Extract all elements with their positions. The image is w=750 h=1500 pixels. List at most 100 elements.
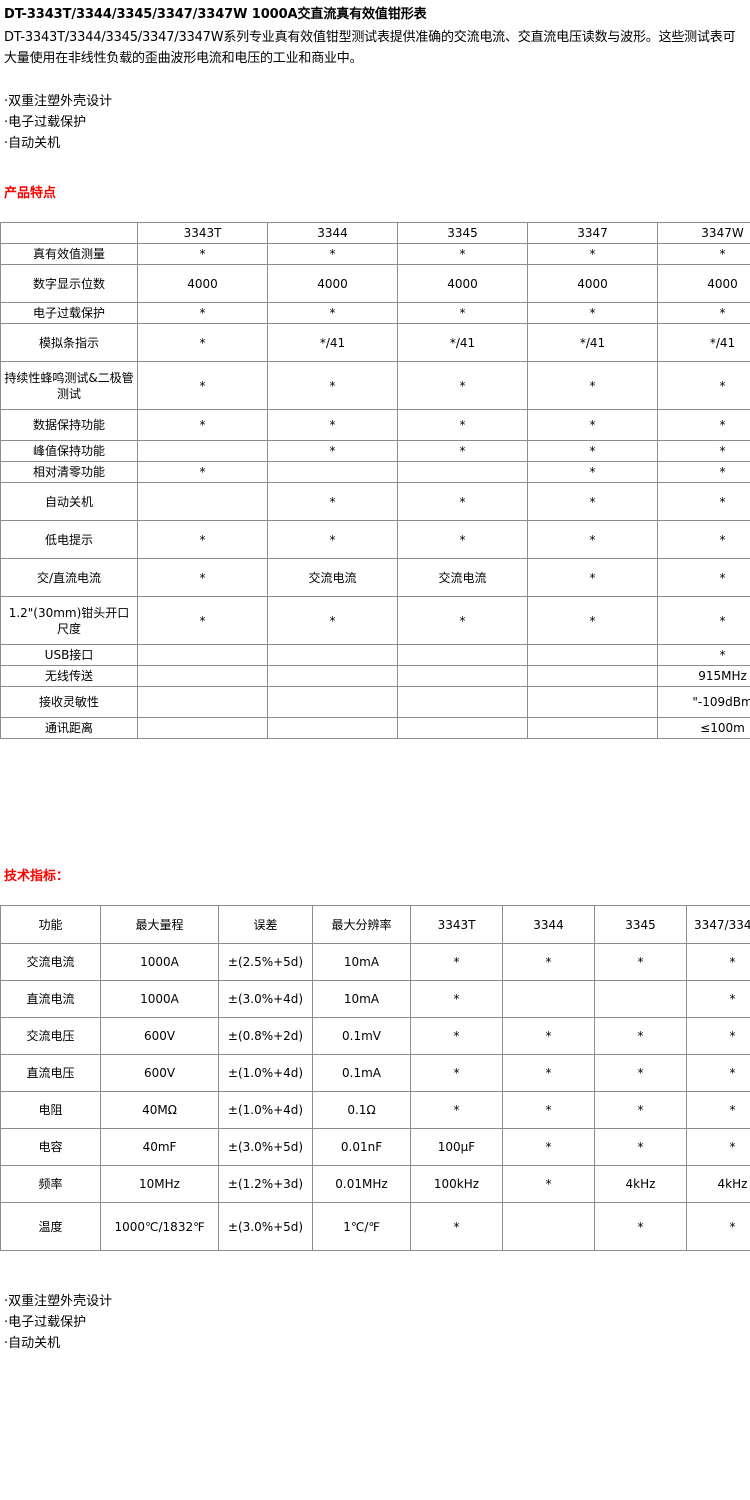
cell-value: * [397,482,528,521]
table-row: 交流电压 600V ±(0.8%+2d) 0.1mV * * * * [0,1017,750,1055]
table-row: 真有效值测量 * * * * * [0,243,750,265]
cell-value [137,644,268,666]
table-row: 温度 1000℃/1832℉ ±(3.0%+5d) 1℃/℉ * * * [0,1202,750,1251]
row-label: 数字显示位数 [0,264,138,303]
row-label: 交/直流电流 [0,558,138,597]
specification-table: 功能 最大量程 误差 最大分辨率 3343T 3344 3345 3347/33… [0,905,750,1251]
cell-value: * [267,243,398,265]
row-label: 电阻 [0,1091,101,1129]
cell-value: * [410,1054,503,1092]
cell-value: 100μF [410,1128,503,1166]
cell-value: * [410,980,503,1018]
cell-value: * [267,440,398,462]
cell-value: * [397,243,528,265]
feature-comparison-table: 3343T 3344 3345 3347 3347W 真有效值测量 * * * … [0,222,750,739]
table-row: 频率 10MHz ±(1.2%+3d) 0.01MHz 100kHz * 4kH… [0,1165,750,1203]
cell-resolution: 10mA [312,943,411,981]
cell-value: 交流电流 [267,558,398,597]
row-label: 峰值保持功能 [0,440,138,462]
cell-value: * [397,440,528,462]
list-item: ·双重注塑外壳设计 [4,1294,113,1309]
table-row: 直流电压 600V ±(1.0%+4d) 0.1mA * * * * [0,1054,750,1092]
row-label: 数据保持功能 [0,409,138,441]
cell-value: * [657,558,750,597]
cell-accuracy: ±(1.0%+4d) [218,1091,313,1129]
cell-value [502,980,595,1018]
row-label: 1.2"(30mm)钳头开口尺度 [0,596,138,645]
cell-accuracy: ±(1.0%+4d) [218,1054,313,1092]
cell-value: * [137,558,268,597]
cell-value: */41 [397,323,528,362]
cell-value: 4000 [397,264,528,303]
table-row: 峰值保持功能 * * * * [0,440,750,462]
cell-value: * [137,461,268,483]
cell-value: 4kHz [594,1165,687,1203]
intro-block: DT-3343T/3344/3345/3347/3347W 1000A交直流真有… [0,0,750,154]
row-label: 接收灵敏性 [0,686,138,718]
cell-value [527,644,658,666]
cell-value: * [410,1017,503,1055]
cell-resolution: 1℃/℉ [312,1202,411,1251]
cell-value: * [267,482,398,521]
row-label: 电子过载保护 [0,302,138,324]
cell-value: * [527,440,658,462]
row-label: 模拟条指示 [0,323,138,362]
cell-value [267,665,398,687]
cell-value: * [527,558,658,597]
list-item: ·自动关机 [4,1336,61,1351]
cell-accuracy: ±(3.0%+4d) [218,980,313,1018]
cell-value: * [527,361,658,410]
table-row: 模拟条指示 * */41 */41 */41 */41 [0,323,750,362]
cell-value: 4000 [527,264,658,303]
cell-value [137,665,268,687]
cell-value: 交流电流 [397,558,528,597]
cell-accuracy: ±(3.0%+5d) [218,1202,313,1251]
cell-value: * [527,243,658,265]
cell-value: * [137,596,268,645]
cell-value [397,461,528,483]
cell-value: * [594,1128,687,1166]
cell-range: 40MΩ [100,1091,219,1129]
cell-value: * [397,361,528,410]
cell-value: * [686,1017,750,1055]
cell-value: * [527,302,658,324]
cell-value: * [410,1202,503,1251]
cell-value: 915MHz [657,665,750,687]
cell-value: * [686,1202,750,1251]
column-header: 3344 [267,222,398,244]
table-row: 电阻 40MΩ ±(1.0%+4d) 0.1Ω * * * * [0,1091,750,1129]
cell-value: * [686,1054,750,1092]
row-label: 持续性蜂鸣测试&二极管测试 [0,361,138,410]
cell-value: * [137,302,268,324]
table-row: 通讯距离 ≤100m [0,717,750,739]
cell-value: * [686,1091,750,1129]
cell-value: * [594,1017,687,1055]
cell-value [137,717,268,739]
cell-value: */41 [527,323,658,362]
cell-value [527,717,658,739]
table-row: 数字显示位数 4000 4000 4000 4000 4000 [0,264,750,303]
cell-value: * [594,1091,687,1129]
cell-value: * [267,361,398,410]
cell-value: * [657,361,750,410]
row-label: 电容 [0,1128,101,1166]
cell-range: 40mF [100,1128,219,1166]
cell-value: * [137,361,268,410]
cell-value: * [686,1128,750,1166]
cell-value: * [137,323,268,362]
cell-value: */41 [267,323,398,362]
cell-value: * [527,482,658,521]
cell-range: 1000A [100,980,219,1018]
column-header: 3347 [527,222,658,244]
cell-value: */41 [657,323,750,362]
cell-value: * [686,980,750,1018]
cell-value: "-109dBm [657,686,750,718]
column-header: 3343T [410,905,503,944]
cell-value: * [502,1165,595,1203]
cell-accuracy: ±(3.0%+5d) [218,1128,313,1166]
cell-value: * [657,482,750,521]
cell-accuracy: ±(0.8%+2d) [218,1017,313,1055]
table-row: 持续性蜂鸣测试&二极管测试 * * * * * [0,361,750,410]
row-label: 直流电流 [0,980,101,1018]
